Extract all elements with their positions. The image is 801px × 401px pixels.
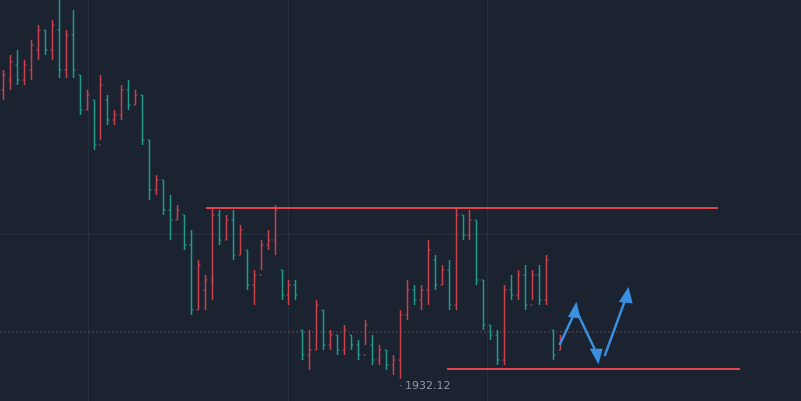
drawing-arrows <box>558 286 633 365</box>
arrow-head <box>618 286 633 304</box>
bars <box>0 0 801 387</box>
arrow-head <box>568 301 581 319</box>
arrow-path <box>603 293 629 357</box>
arrow-head <box>589 348 603 365</box>
low-price-label: 1932.12 <box>405 379 451 392</box>
